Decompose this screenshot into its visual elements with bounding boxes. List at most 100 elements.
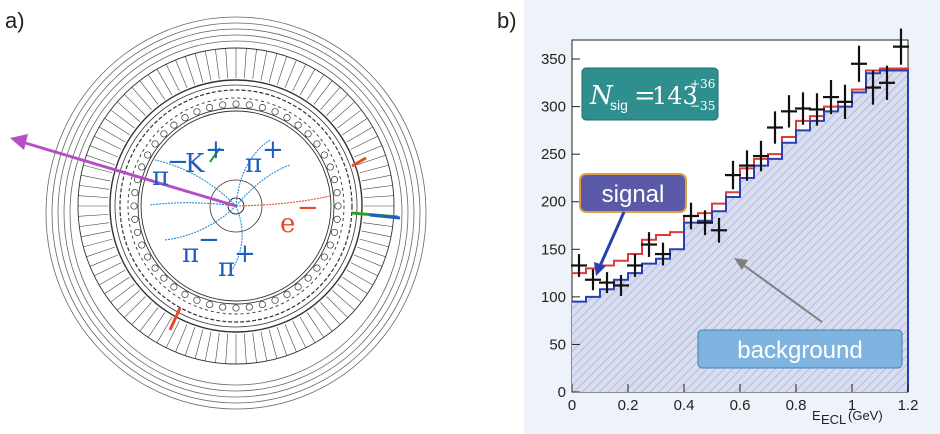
vertex-detector-cell xyxy=(138,163,146,171)
y-tick-label: 300 xyxy=(541,99,566,116)
data-point xyxy=(697,210,713,236)
calorimeter-segment xyxy=(346,126,373,143)
calorimeter-segment xyxy=(78,214,109,217)
label-pi-minus-bottom-sup: − xyxy=(198,225,220,255)
x-tick-label: 0.6 xyxy=(730,397,751,414)
calorimeter-segment xyxy=(117,290,140,311)
x-axis-title: E ECL (GeV) xyxy=(812,408,883,427)
calorimeter-segment xyxy=(337,109,362,129)
nsig-box: N sig = 143 +36 −35 xyxy=(581,67,719,121)
calorimeter-segment xyxy=(320,302,341,325)
calorimeter-deposits xyxy=(168,147,401,331)
y-tick-label: 0 xyxy=(558,384,566,401)
calorimeter-segment xyxy=(313,80,333,105)
calorimeter-segment xyxy=(79,185,110,190)
label-kaon: K xyxy=(185,149,205,179)
x-axis-title-main: E xyxy=(812,408,821,423)
calorimeter-segment xyxy=(306,74,325,100)
calorimeter-segment xyxy=(320,87,341,110)
background-pointer-head xyxy=(734,258,748,270)
calorimeter-segment xyxy=(292,320,307,348)
calorimeter-segment xyxy=(361,230,392,238)
vertex-detector-cell xyxy=(326,241,334,249)
vertex-detector-cell xyxy=(245,303,253,311)
vertex-detector-cell xyxy=(283,114,291,122)
calorimeter-segment xyxy=(147,74,166,100)
calorimeter-segment xyxy=(306,312,325,338)
signal-pointer-line xyxy=(598,211,626,267)
y-tick-label: 100 xyxy=(541,289,566,306)
calorimeter-segment xyxy=(83,238,113,248)
vertex-detector-cell xyxy=(334,202,342,210)
background-fill xyxy=(572,70,908,393)
y-tick-label: 250 xyxy=(541,146,566,163)
calorimeter-segment xyxy=(89,145,118,158)
calorimeter-segment xyxy=(346,269,373,286)
vertex-detector-cell xyxy=(330,176,339,184)
vertex-detector-cell xyxy=(130,202,138,210)
signal-annotation: signal xyxy=(579,173,687,276)
calorimeter-segment xyxy=(165,320,180,348)
label-electron-sup: − xyxy=(297,193,319,223)
background-pointer-line xyxy=(741,263,823,323)
calorimeter-segment xyxy=(156,316,173,343)
calorimeter-segment xyxy=(350,262,378,277)
inner-rings xyxy=(77,47,395,365)
data-point xyxy=(599,272,615,294)
calorimeter-segment xyxy=(354,254,383,267)
data-point xyxy=(879,65,895,100)
label-pi-plus-top: π xyxy=(245,149,262,179)
vertex-detector-cell xyxy=(313,264,321,272)
vertex-detector-cell xyxy=(304,274,312,282)
calorimeter-segment xyxy=(89,254,118,267)
x-tick-label: 0 xyxy=(568,397,576,414)
calorimeter-segment xyxy=(326,296,348,318)
calorimeter-segment xyxy=(131,302,152,325)
data-points-layer xyxy=(571,28,909,296)
y-tick-label: 200 xyxy=(541,194,566,211)
calorimeter-segment xyxy=(332,101,355,122)
vertex-detector-cell xyxy=(151,140,159,148)
calorimeter-segment xyxy=(244,333,247,364)
data-point xyxy=(865,70,881,105)
calorimeter-segments xyxy=(78,48,394,364)
vertex-detector-cell xyxy=(206,300,214,309)
signal-pointer-head xyxy=(594,262,606,276)
calorimeter-segment xyxy=(79,222,110,227)
calorimeter-segment xyxy=(342,117,368,136)
calorimeter-segment xyxy=(359,164,389,174)
calorimeter-segment xyxy=(204,50,212,81)
calorimeter-segment xyxy=(260,50,268,81)
calorimeter-segment xyxy=(284,59,297,88)
data-point xyxy=(781,95,797,128)
calorimeter-segment xyxy=(276,56,288,85)
background-fit-line xyxy=(572,69,909,392)
vertex-detector-cell xyxy=(333,215,341,223)
vertex-detector-cell xyxy=(313,140,321,148)
vertex-detector-cell xyxy=(326,163,334,171)
vertex-detector-cell xyxy=(170,121,178,129)
vertex-detector-cell xyxy=(258,103,266,112)
data-point xyxy=(641,232,657,257)
calorimeter-segment xyxy=(204,331,212,362)
vertex-detector-cell xyxy=(294,283,302,291)
vertex-detector-cells xyxy=(130,100,342,312)
x-axis-title-unit: (GeV) xyxy=(848,408,883,423)
vertex-detector-cell xyxy=(138,241,146,249)
y-tick-label: 150 xyxy=(541,241,566,258)
calorimeter-segment xyxy=(175,59,188,88)
vertex-detector-cell xyxy=(193,108,201,116)
vertex-detector-cell xyxy=(245,101,253,109)
vertex-detector-cell xyxy=(170,283,178,291)
calorimeter-segment xyxy=(124,296,146,318)
data-point xyxy=(851,45,867,82)
vertex-detector-cell xyxy=(160,130,168,138)
nsig-subscript: sig xyxy=(610,97,628,113)
calorimeter-segment xyxy=(326,94,348,116)
axes-layer: 0 0.2 0.4 0.6 0.8 1 1.2 0 50 100 150 200 250 300 350 xyxy=(541,51,918,414)
data-point xyxy=(893,28,909,65)
data-point xyxy=(795,92,811,125)
outer-rings xyxy=(45,16,427,410)
calorimeter-segment xyxy=(156,69,173,96)
label-pi-minus-top: π xyxy=(152,162,169,192)
